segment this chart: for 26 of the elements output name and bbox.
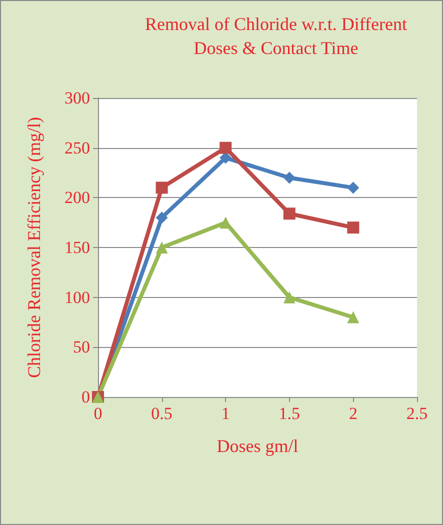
- point: [283, 172, 296, 184]
- x-axis-title: Doses gm/l: [216, 436, 298, 456]
- y-tick-label: 50: [73, 338, 90, 357]
- y-tick-label: 150: [64, 238, 90, 257]
- point: [347, 182, 360, 194]
- y-tick-label: 200: [64, 188, 90, 208]
- point: [283, 291, 296, 304]
- point: [283, 208, 296, 220]
- x-tick-label: 2: [348, 404, 358, 423]
- point: [347, 311, 360, 324]
- point: [156, 212, 168, 224]
- y-tick-label: 300: [64, 88, 90, 108]
- y-tick-label: 250: [64, 138, 90, 158]
- x-tick-label: 1: [221, 404, 230, 423]
- x-tick-label: 1.5: [278, 404, 300, 423]
- point: [156, 182, 168, 194]
- point: [347, 222, 360, 234]
- chart-title: Removal of Chloride w.r.t. Different Doses & Contact Time: [145, 14, 407, 58]
- point: [156, 242, 168, 254]
- y-tick-label: 0: [82, 388, 90, 406]
- point: [220, 142, 232, 154]
- y-axis-title: Chloride Removal Efficiency (mg/l): [24, 116, 44, 378]
- x-tick-label: 0.5: [151, 404, 172, 423]
- y-tick-label: 100: [64, 288, 90, 307]
- x-tick-label: 0: [94, 404, 102, 423]
- x-tick-label: 2.5: [406, 404, 428, 423]
